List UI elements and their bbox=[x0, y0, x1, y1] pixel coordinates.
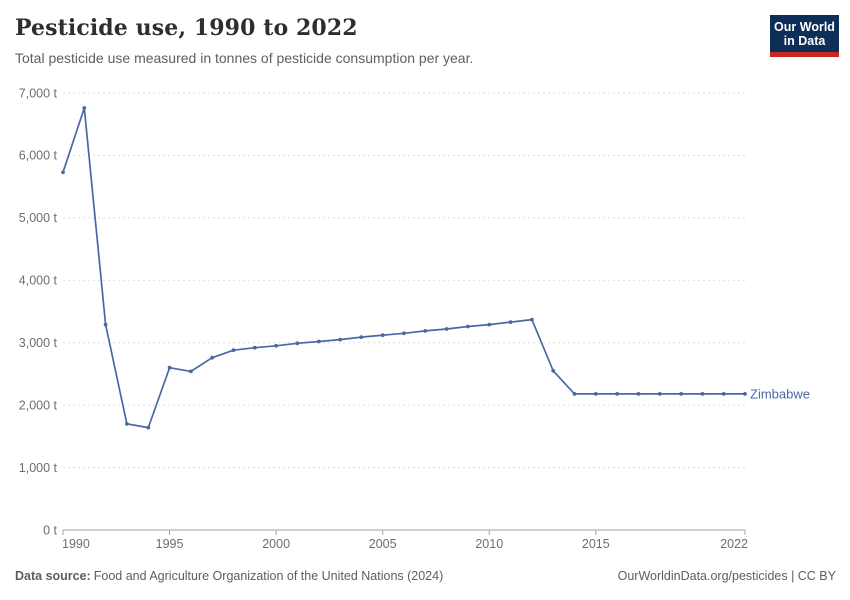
data-point[interactable] bbox=[551, 368, 556, 373]
data-point[interactable] bbox=[125, 422, 129, 426]
data-point[interactable] bbox=[167, 365, 172, 370]
data-point[interactable] bbox=[593, 392, 598, 396]
data-point[interactable] bbox=[743, 392, 747, 396]
chart-subtitle: Total pesticide use measured in tonnes o… bbox=[15, 50, 474, 67]
data-point[interactable] bbox=[274, 343, 278, 348]
data-point[interactable] bbox=[359, 335, 364, 339]
y-axis-label: 6,000 t bbox=[19, 149, 58, 163]
x-axis-label: 2005 bbox=[369, 537, 397, 551]
chart-footer: Data source: Food and Agriculture Organiz… bbox=[15, 568, 836, 584]
data-point[interactable] bbox=[380, 333, 385, 338]
owid-logo[interactable]: Our World in Data bbox=[770, 15, 839, 57]
owid-logo-text-line2: in Data bbox=[783, 34, 826, 48]
y-axis-label: 7,000 t bbox=[19, 86, 58, 100]
data-point[interactable] bbox=[423, 329, 428, 333]
data-point[interactable] bbox=[338, 337, 342, 342]
data-point[interactable] bbox=[530, 317, 534, 322]
data-point[interactable] bbox=[615, 392, 619, 396]
data-point[interactable] bbox=[189, 369, 193, 374]
data-point[interactable] bbox=[508, 320, 513, 324]
data-point[interactable] bbox=[103, 322, 108, 327]
y-axis-label: 5,000 t bbox=[19, 211, 58, 225]
y-axis-label: 4,000 t bbox=[19, 274, 58, 288]
datasource-label: Data source: bbox=[15, 569, 91, 583]
y-axis-label: 3,000 t bbox=[19, 336, 58, 350]
x-axis-label: 2000 bbox=[262, 537, 290, 551]
datasource-text: Food and Agriculture Organization of the… bbox=[93, 569, 444, 583]
data-point[interactable] bbox=[146, 425, 151, 430]
y-axis-label: 0 t bbox=[43, 523, 57, 537]
data-point[interactable] bbox=[210, 355, 215, 360]
y-axis-label: 2,000 t bbox=[19, 398, 58, 412]
data-point[interactable] bbox=[82, 106, 87, 110]
data-point[interactable] bbox=[316, 339, 321, 344]
data-point[interactable] bbox=[487, 322, 492, 327]
x-axis-label: 2015 bbox=[582, 537, 610, 551]
data-point[interactable] bbox=[721, 392, 726, 396]
owid-logo-text-line1: Our World bbox=[774, 20, 835, 34]
x-axis-label: 1995 bbox=[156, 537, 184, 551]
x-axis-label: 1990 bbox=[62, 537, 90, 551]
series-line[interactable] bbox=[62, 107, 746, 429]
data-point[interactable] bbox=[402, 331, 406, 336]
chart-header: Pesticide use, 1990 to 2022 Total pestic… bbox=[0, 0, 850, 68]
data-point[interactable] bbox=[252, 345, 257, 350]
data-point[interactable] bbox=[700, 392, 705, 396]
chart-svg[interactable]: 0 t 1,000 t 2,000 t 3,000 t 4,000 t 5,000 t 6,… bbox=[0, 80, 850, 560]
x-axis-label: 2010 bbox=[475, 537, 503, 551]
data-point[interactable] bbox=[572, 392, 577, 396]
data-point[interactable] bbox=[679, 392, 683, 396]
x-axis-label: 2022 bbox=[720, 537, 748, 551]
data-point[interactable] bbox=[231, 348, 236, 353]
footer-datasource: Data source: Food and Agriculture Organiz… bbox=[15, 568, 443, 584]
footer-citation-link[interactable]: OurWorldinData.org/pesticides | CC BY bbox=[617, 569, 836, 583]
chart-header-titles: Pesticide use, 1990 to 2022 Total pestic… bbox=[15, 15, 473, 68]
data-point[interactable] bbox=[657, 392, 662, 396]
data-point[interactable] bbox=[295, 341, 300, 346]
data-point[interactable] bbox=[466, 324, 470, 329]
data-point[interactable] bbox=[636, 392, 641, 396]
series-entity-label[interactable]: Zimbabwe bbox=[750, 386, 810, 401]
y-axis-label: 1,000 t bbox=[19, 461, 58, 475]
chart-title: Pesticide use, 1990 to 2022 bbox=[15, 15, 358, 41]
data-point[interactable] bbox=[61, 170, 65, 175]
data-point[interactable] bbox=[444, 327, 449, 331]
